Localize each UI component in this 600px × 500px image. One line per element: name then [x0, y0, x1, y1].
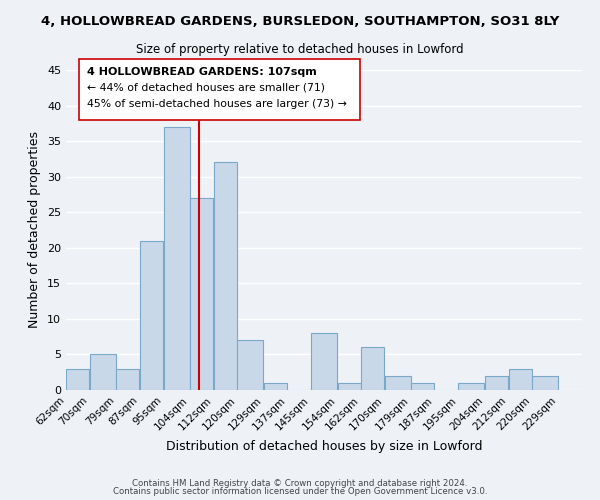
Bar	[361, 348, 384, 390]
X-axis label: Distribution of detached houses by size in Lowford: Distribution of detached houses by size …	[166, 440, 482, 453]
Bar	[485, 376, 508, 390]
FancyBboxPatch shape	[79, 59, 360, 120]
Bar	[66, 368, 89, 390]
Bar	[385, 376, 411, 390]
Bar	[116, 368, 139, 390]
Bar	[140, 240, 163, 390]
Bar	[264, 383, 287, 390]
Text: ← 44% of detached houses are smaller (71): ← 44% of detached houses are smaller (71…	[86, 83, 325, 93]
Bar	[237, 340, 263, 390]
Text: 45% of semi-detached houses are larger (73) →: 45% of semi-detached houses are larger (…	[86, 99, 347, 109]
Text: Size of property relative to detached houses in Lowford: Size of property relative to detached ho…	[136, 42, 464, 56]
Bar	[164, 127, 190, 390]
Bar	[311, 333, 337, 390]
Bar	[532, 376, 558, 390]
Y-axis label: Number of detached properties: Number of detached properties	[28, 132, 41, 328]
Text: Contains public sector information licensed under the Open Government Licence v3: Contains public sector information licen…	[113, 487, 487, 496]
Bar	[338, 383, 361, 390]
Bar	[90, 354, 116, 390]
Bar	[509, 368, 532, 390]
Text: 4 HOLLOWBREAD GARDENS: 107sqm: 4 HOLLOWBREAD GARDENS: 107sqm	[86, 67, 316, 77]
Bar	[214, 162, 237, 390]
Text: Contains HM Land Registry data © Crown copyright and database right 2024.: Contains HM Land Registry data © Crown c…	[132, 478, 468, 488]
Text: 4, HOLLOWBREAD GARDENS, BURSLEDON, SOUTHAMPTON, SO31 8LY: 4, HOLLOWBREAD GARDENS, BURSLEDON, SOUTH…	[41, 15, 559, 28]
Bar	[458, 383, 484, 390]
Bar	[411, 383, 434, 390]
Bar	[190, 198, 213, 390]
